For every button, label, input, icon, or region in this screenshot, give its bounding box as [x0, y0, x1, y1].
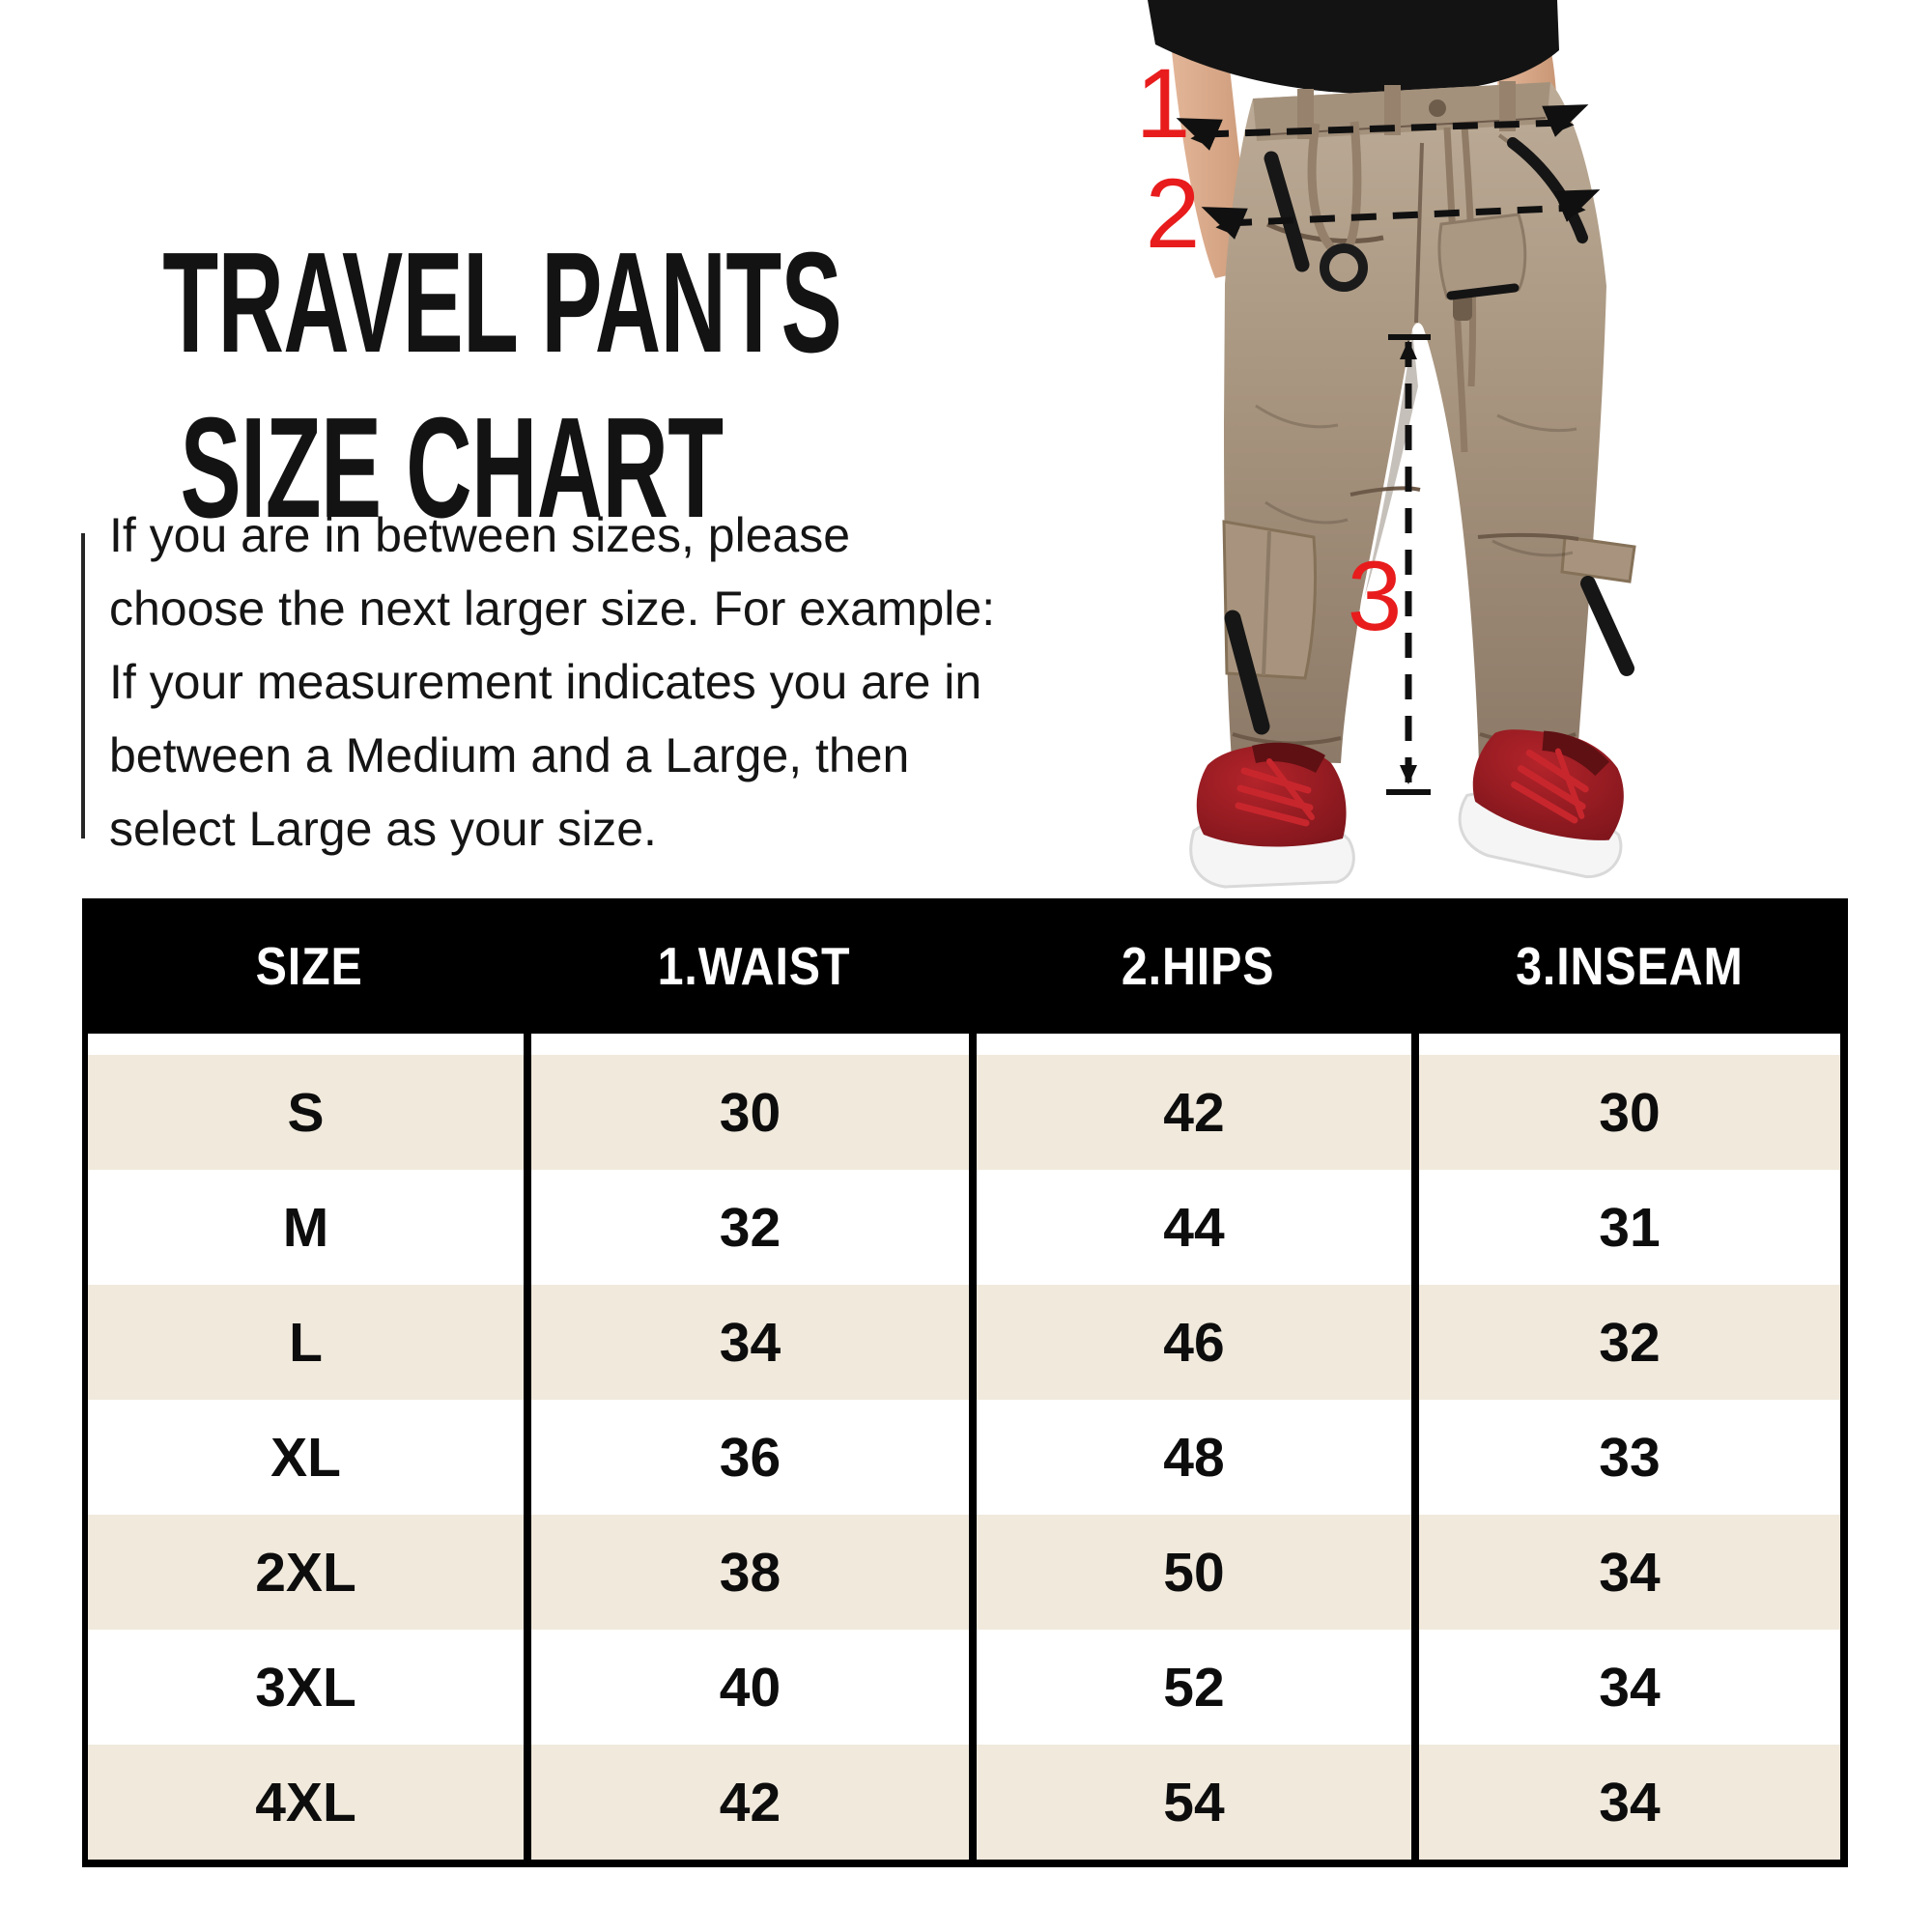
pants-photo-art: 1 2 3: [1136, 0, 1636, 889]
khaki-pants: [1222, 81, 1636, 768]
intro-accent-bar: [81, 533, 85, 838]
table-row-s-waist: 30: [531, 1055, 977, 1170]
table-row-m-size: M: [88, 1170, 531, 1285]
annotation-3-inseam: 3: [1348, 541, 1403, 651]
table-row-s-hips: 42: [977, 1055, 1419, 1170]
waist-measure-line: [1203, 119, 1564, 138]
hips-arrow-left: [1201, 207, 1248, 240]
size-table: SIZE 1.WAIST 2.HIPS 3.INSEAM S 30 42 30 …: [82, 898, 1848, 1867]
intro-text: If you are in between sizes, please choo…: [109, 508, 996, 856]
table-row-m-hips: 44: [977, 1170, 1419, 1285]
column-header-inseam: 3.INSEAM: [1419, 898, 1840, 1034]
column-header-waist: 1.WAIST: [531, 898, 977, 1034]
table-row-4xl-inseam: 34: [1419, 1745, 1840, 1860]
cargo-pocket-right: [1560, 535, 1636, 583]
title-line-1: TRAVEL PANTS: [162, 223, 842, 383]
fly-seam: [1414, 142, 1424, 324]
table-row-xl-hips: 48: [977, 1400, 1419, 1515]
table-row-l-size: L: [88, 1285, 531, 1400]
hips-arrow-right: [1553, 189, 1601, 222]
table-row-3xl-hips: 52: [977, 1630, 1419, 1745]
table-row-m-waist: 32: [531, 1170, 977, 1285]
table-row-s-size: S: [88, 1055, 531, 1170]
table-row-3xl-size: 3XL: [88, 1630, 531, 1745]
table-row-3xl-waist: 40: [531, 1630, 977, 1745]
waist-button: [1429, 99, 1446, 117]
left-shoe: [1189, 742, 1355, 889]
table-row-l-inseam: 32: [1419, 1285, 1840, 1400]
table-row-2xl-waist: 38: [531, 1515, 977, 1630]
table-gap: [88, 1034, 531, 1055]
measurement-annotations: 1 2 3: [1136, 48, 1601, 795]
column-header-hips: 2.HIPS: [977, 898, 1419, 1034]
table-row-2xl-hips: 50: [977, 1515, 1419, 1630]
table-row-4xl-size: 4XL: [88, 1745, 531, 1860]
table-row-4xl-waist: 42: [531, 1745, 977, 1860]
black-tshirt: [1148, 0, 1559, 95]
title-line-2: SIZE CHART: [180, 388, 724, 548]
zipper-accent: [1507, 137, 1588, 243]
page-title: TRAVEL PANTS SIZE CHART: [0, 220, 903, 551]
table-row-s-inseam: 30: [1419, 1055, 1840, 1170]
table-row-xl-size: XL: [88, 1400, 531, 1515]
annotation-2-hips: 2: [1146, 158, 1201, 269]
table-row-xl-waist: 36: [531, 1400, 977, 1515]
annotation-1-waist: 1: [1136, 48, 1191, 158]
table-row-2xl-inseam: 34: [1419, 1515, 1840, 1630]
d-ring: [1320, 243, 1368, 292]
cargo-pocket-left: [1222, 520, 1318, 680]
table-row-4xl-hips: 54: [977, 1745, 1419, 1860]
table-row-xl-inseam: 33: [1419, 1400, 1840, 1515]
hips-measure-line: [1226, 204, 1576, 227]
table-row-m-inseam: 31: [1419, 1170, 1840, 1285]
right-shoe: [1458, 729, 1624, 879]
column-header-size: SIZE: [88, 898, 531, 1034]
black-strap: [1264, 151, 1310, 272]
pants-photo: 1 2 3: [1063, 0, 1642, 898]
table-row-l-hips: 46: [977, 1285, 1419, 1400]
table-row-l-waist: 34: [531, 1285, 977, 1400]
table-row-2xl-size: 2XL: [88, 1515, 531, 1630]
waist-arrow-right: [1542, 104, 1589, 137]
table-row-3xl-inseam: 34: [1419, 1630, 1840, 1745]
waist-arrow-left: [1176, 118, 1223, 151]
